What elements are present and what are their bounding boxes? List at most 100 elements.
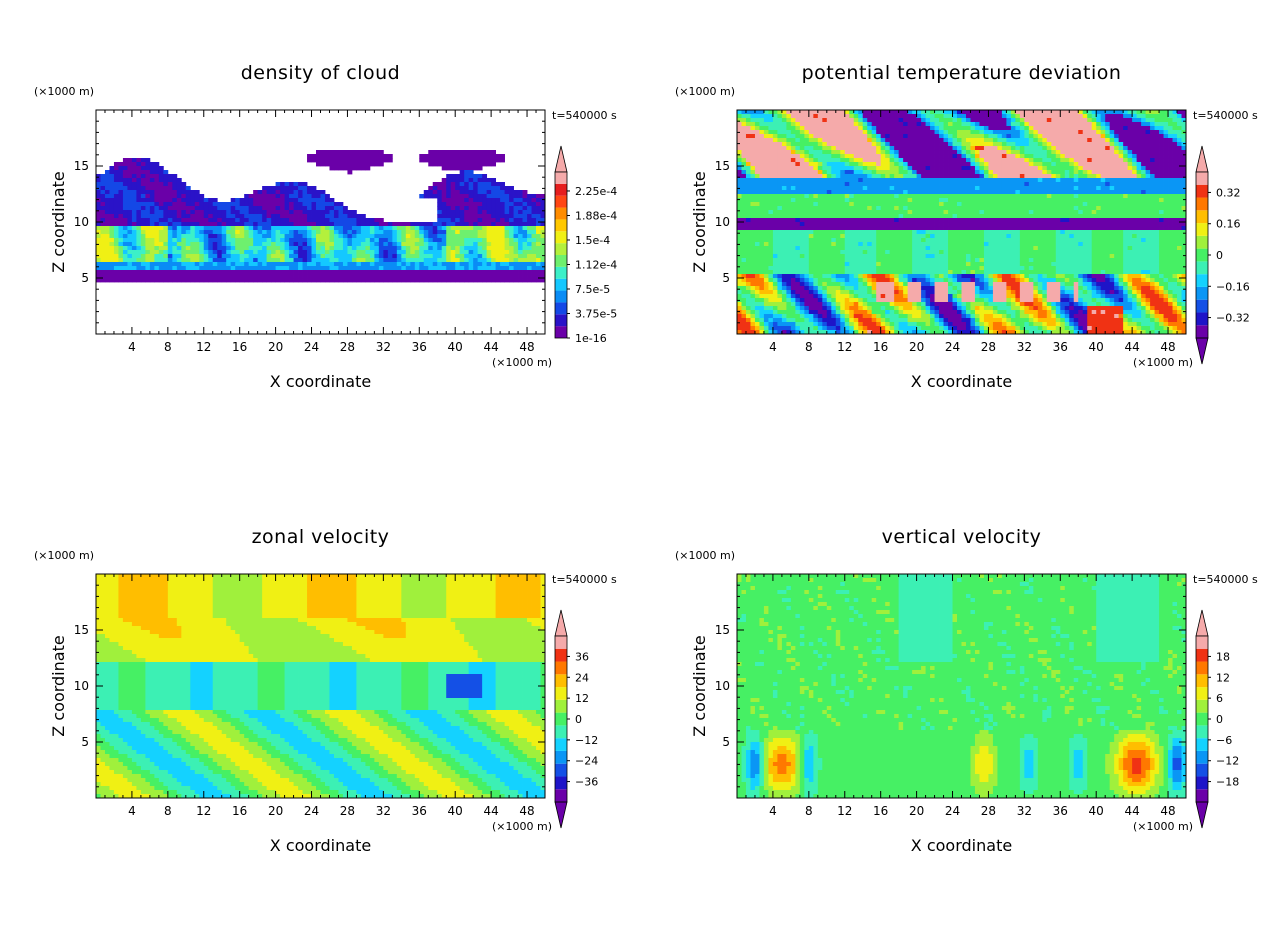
heatmap-cell — [280, 190, 285, 195]
heatmap-cell — [122, 214, 128, 219]
heatmap-cell — [540, 198, 546, 203]
heatmap-cell — [1019, 126, 1025, 131]
heatmap-cell — [912, 114, 917, 119]
heatmap-cell — [149, 210, 155, 215]
colorbar-label: 2.25e-4 — [575, 185, 617, 198]
heatmap-cell — [1132, 146, 1138, 151]
heatmap-cell — [1006, 142, 1012, 147]
heatmap-cell — [1163, 110, 1169, 115]
heatmap-cell — [365, 242, 371, 247]
heatmap-cell — [293, 202, 299, 207]
heatmap-cell — [804, 190, 810, 195]
heatmap-cell — [298, 246, 303, 251]
heatmap-cell — [1055, 130, 1061, 135]
heatmap-cell — [1145, 194, 1151, 199]
heatmap-cell — [230, 238, 236, 243]
heatmap-cell — [527, 258, 532, 263]
heatmap-cell — [145, 210, 151, 215]
heatmap-cell — [311, 202, 317, 207]
heatmap-cell — [1145, 186, 1151, 191]
heatmap-cell — [992, 146, 998, 151]
heatmap-cell — [777, 142, 783, 147]
heatmap-cell — [289, 198, 294, 203]
heatmap-cell — [1145, 122, 1151, 127]
heatmap-cell — [423, 246, 429, 251]
heatmap-cell — [1037, 154, 1043, 159]
heatmap-cell — [369, 274, 375, 279]
heatmap-cell — [921, 134, 926, 139]
heatmap-cell — [311, 154, 317, 159]
heatmap-cell — [194, 250, 200, 255]
heatmap-cell — [324, 214, 330, 219]
heatmap-cell — [378, 270, 384, 275]
heatmap-cell — [777, 134, 783, 139]
heatmap-cell — [217, 266, 223, 271]
heatmap-cell — [513, 226, 519, 231]
colorbar-label: 1.5e-4 — [575, 234, 610, 247]
heatmap-cell — [307, 230, 312, 235]
heatmap-cell — [194, 274, 200, 279]
heatmap-cell — [464, 166, 470, 171]
heatmap-cell — [491, 254, 497, 259]
heatmap-cell — [813, 174, 819, 179]
heatmap-cell — [1042, 170, 1048, 175]
heatmap-cell — [127, 198, 133, 203]
heatmap-cell — [876, 142, 882, 147]
heatmap-cell — [1154, 166, 1160, 171]
heatmap-cell — [795, 198, 801, 203]
heatmap-cell — [952, 198, 958, 203]
heatmap-cell — [419, 234, 425, 239]
heatmap-cell — [795, 190, 801, 195]
heatmap-cell — [754, 118, 760, 123]
heatmap-cell — [1006, 146, 1012, 151]
heatmap-cell — [491, 194, 497, 199]
heatmap-cell — [952, 138, 958, 143]
heatmap-cell — [925, 122, 931, 127]
heatmap-cell — [925, 110, 931, 115]
heatmap-cell — [495, 242, 501, 247]
heatmap-cell — [540, 246, 546, 251]
heatmap-cell — [486, 222, 492, 227]
heatmap-cell — [1055, 162, 1061, 167]
heatmap-cell — [997, 126, 1003, 131]
heatmap-cell — [140, 174, 146, 179]
heatmap-cell — [127, 190, 133, 195]
heatmap-cell — [311, 226, 317, 231]
heatmap-cell — [1091, 182, 1097, 187]
heatmap-cell — [1006, 194, 1012, 199]
heatmap-cell — [1015, 190, 1021, 195]
heatmap-cell — [329, 162, 335, 167]
heatmap-cell — [145, 262, 151, 267]
heatmap-cell — [907, 134, 913, 139]
heatmap-cell — [1141, 162, 1146, 167]
heatmap-cell — [997, 110, 1003, 115]
heatmap-cell — [1087, 186, 1093, 191]
heatmap-cell — [401, 266, 407, 271]
heatmap-cell — [795, 154, 801, 159]
heatmap-cell — [100, 222, 106, 227]
heatmap-cell — [1118, 150, 1124, 155]
heatmap-cell — [455, 150, 461, 155]
heatmap-cell — [145, 190, 151, 195]
heatmap-cell — [324, 162, 330, 167]
heatmap-cell — [477, 210, 483, 215]
heatmap-cell — [822, 142, 828, 147]
heatmap-cell — [378, 230, 384, 235]
heatmap-cell — [275, 182, 281, 187]
heatmap-cell — [1172, 110, 1178, 115]
heatmap-cell — [867, 166, 873, 171]
heatmap-cell — [1091, 174, 1097, 179]
heatmap-cell — [275, 262, 281, 267]
heatmap-cell — [1109, 142, 1115, 147]
heatmap-cell — [817, 162, 823, 167]
heatmap-cell — [329, 254, 335, 259]
heatmap-cell — [844, 110, 850, 115]
heatmap-cell — [450, 238, 456, 243]
heatmap-cell — [324, 210, 330, 215]
heatmap-cell — [531, 222, 537, 227]
colorbar-label: 7.5e-5 — [575, 283, 610, 296]
heatmap-cell — [925, 166, 931, 171]
heatmap-cell — [396, 250, 402, 255]
heatmap-cell — [880, 174, 886, 179]
heatmap-cell — [378, 242, 384, 247]
